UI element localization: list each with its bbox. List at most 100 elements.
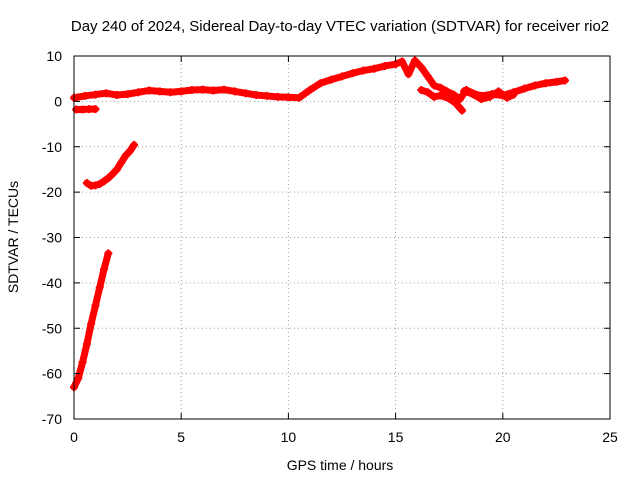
data-point xyxy=(404,70,413,79)
data-point xyxy=(177,87,186,96)
data-point xyxy=(123,90,132,99)
chart-title: Day 240 of 2024, Sidereal Day-to-day VTE… xyxy=(71,18,609,35)
data-point xyxy=(423,72,432,81)
data-point xyxy=(220,85,229,94)
x-tick-label: 10 xyxy=(281,429,297,445)
data-point xyxy=(209,86,218,95)
data-series xyxy=(70,56,569,392)
data-point xyxy=(398,57,407,66)
data-point xyxy=(305,86,314,95)
data-point xyxy=(348,69,357,78)
data-point xyxy=(494,87,503,96)
data-point xyxy=(91,90,100,99)
data-point xyxy=(477,95,486,104)
data-point xyxy=(134,88,143,97)
data-point xyxy=(155,87,164,96)
data-point xyxy=(78,358,87,367)
y-tick-label: -40 xyxy=(42,275,62,291)
data-point xyxy=(82,179,91,188)
data-point xyxy=(410,56,419,65)
series-5 xyxy=(70,249,113,392)
data-point xyxy=(262,91,271,100)
data-point xyxy=(455,95,464,104)
data-point xyxy=(338,72,346,81)
x-tick-label: 25 xyxy=(602,429,618,445)
data-point xyxy=(187,86,196,95)
data-point xyxy=(284,93,293,102)
data-point xyxy=(430,92,439,101)
data-point xyxy=(520,84,529,93)
y-axis-label: SDTVAR / TECUs xyxy=(5,181,21,293)
data-point xyxy=(91,301,100,310)
data-point xyxy=(359,66,368,75)
x-tick-label: 0 xyxy=(70,429,78,445)
data-point xyxy=(460,86,469,95)
series-4 xyxy=(82,140,139,190)
data-point xyxy=(95,283,104,292)
data-point xyxy=(80,91,89,100)
data-point xyxy=(436,83,445,92)
data-point xyxy=(327,75,336,84)
data-point xyxy=(130,140,139,149)
data-point xyxy=(121,151,130,160)
data-point xyxy=(436,91,445,100)
data-point xyxy=(100,265,109,274)
data-point xyxy=(104,174,113,183)
data-point xyxy=(102,89,111,98)
data-point xyxy=(458,106,467,115)
y-tick-label: 0 xyxy=(54,93,62,109)
x-axis-label: GPS time / hours xyxy=(287,457,394,473)
data-point xyxy=(95,179,104,188)
data-point xyxy=(241,89,250,98)
data-point xyxy=(145,86,154,95)
data-point xyxy=(423,88,432,97)
data-point xyxy=(485,92,494,101)
y-tick-label: 10 xyxy=(46,48,62,64)
data-point xyxy=(417,86,426,95)
data-point xyxy=(530,81,539,90)
data-point xyxy=(509,90,518,99)
data-point xyxy=(252,91,261,100)
data-point xyxy=(100,177,109,186)
data-point xyxy=(445,94,454,103)
series-1 xyxy=(417,86,467,115)
axis-ticks: 0 5 10 15 20 25 10 0 -10 -20 -30 -40 -50 -60 -70 xyxy=(42,48,618,445)
data-point xyxy=(451,99,460,108)
data-point xyxy=(112,91,121,100)
data-point xyxy=(74,374,83,383)
data-point xyxy=(417,63,426,72)
series-3 xyxy=(72,105,100,114)
data-point xyxy=(230,87,239,96)
data-point xyxy=(449,90,458,99)
data-point xyxy=(370,64,379,73)
x-tick-label: 20 xyxy=(495,429,511,445)
y-tick-label: -70 xyxy=(42,411,62,427)
y-tick-label: -20 xyxy=(42,184,62,200)
data-point xyxy=(104,249,113,258)
data-point xyxy=(503,93,512,102)
grid-lines xyxy=(74,56,610,419)
data-point xyxy=(273,92,282,101)
data-point xyxy=(91,105,100,114)
data-point xyxy=(560,76,569,85)
data-point xyxy=(112,165,121,174)
data-point xyxy=(82,340,91,349)
data-point xyxy=(380,61,389,70)
y-tick-label: -60 xyxy=(42,366,62,382)
data-point xyxy=(91,181,100,190)
series-2 xyxy=(460,86,518,104)
data-point xyxy=(166,88,175,97)
y-tick-label: -10 xyxy=(42,139,62,155)
data-point xyxy=(87,319,96,328)
data-point xyxy=(295,93,304,102)
data-point xyxy=(541,79,550,88)
data-point xyxy=(316,79,325,88)
y-tick-label: -50 xyxy=(42,320,62,336)
y-tick-label: -30 xyxy=(42,230,62,246)
x-tick-label: 5 xyxy=(177,429,185,445)
data-point xyxy=(552,77,561,86)
data-point xyxy=(117,158,126,167)
data-point xyxy=(198,85,207,94)
data-point xyxy=(108,169,117,178)
